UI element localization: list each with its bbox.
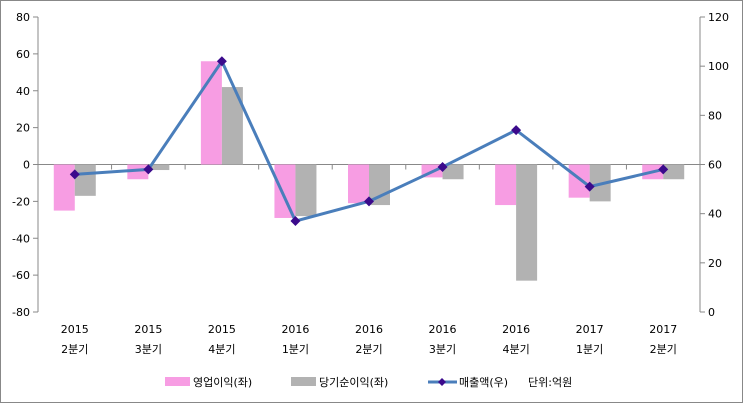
left-tick-label: -20 [12,195,30,208]
revenue-point [143,164,154,175]
revenue-point [437,161,448,172]
bar-operating-profit [495,164,517,206]
left-tick-label: 0 [23,159,30,172]
left-tick-label: 20 [16,122,30,135]
revenue-point [584,181,595,192]
category-quarter-label: 4분기 [502,343,529,356]
category-year-label: 2015 [208,323,236,336]
category-quarter-label: 1분기 [576,343,603,356]
left-tick-label: 40 [16,85,30,98]
revenue-point [658,164,669,175]
category-year-label: 2016 [355,323,383,336]
legend-label: 영업이익(좌) [193,376,252,389]
bar-operating-profit [53,164,75,211]
category-year-label: 2016 [281,323,309,336]
right-tick-label: 80 [708,109,722,122]
left-tick-label: -60 [12,269,30,282]
right-tick-label: 0 [708,306,715,319]
category-quarter-label: 2분기 [61,343,88,356]
bar-operating-profit [348,164,369,204]
left-tick-label: -80 [12,306,30,319]
category-year-label: 2017 [576,323,604,336]
legend-label: 당기순이익(좌) [319,376,388,389]
revenue-point [290,216,301,227]
bar-net-income [442,164,464,180]
left-tick-label: 80 [16,11,30,24]
bar-net-income [663,164,685,180]
category-year-label: 2017 [649,323,677,336]
category-year-label: 2015 [134,323,162,336]
legend-swatch-net-income [291,377,316,386]
category-year-label: 2015 [61,323,89,336]
legend-swatch-operating-profit [165,377,190,386]
bar-net-income [148,164,170,171]
revenue-point [511,125,522,136]
revenue-point [216,56,227,67]
left-tick-label: -40 [12,232,30,245]
category-quarter-label: 1분기 [282,343,309,356]
bar-net-income [221,87,243,165]
left-tick-label: 60 [16,48,30,61]
category-quarter-label: 2분기 [650,343,677,356]
bar-operating-profit [127,164,149,180]
bar-net-income [74,164,96,196]
legend-marker-revenue [438,378,446,386]
bar-net-income [516,164,538,281]
right-tick-label: 120 [708,11,729,24]
right-tick-label: 60 [708,159,722,172]
right-tick-label: 100 [708,60,729,73]
revenue-point [69,169,80,180]
category-quarter-label: 2분기 [355,343,382,356]
bar-net-income [295,164,317,217]
category-year-label: 2016 [429,323,457,336]
revenue-point [364,196,374,207]
right-tick-label: 40 [708,208,722,221]
unit-note: 단위:억원 [528,376,572,389]
legend-label: 매출액(우) [459,376,508,389]
category-quarter-label: 3분기 [429,343,456,356]
category-year-label: 2016 [502,323,530,336]
category-quarter-label: 3분기 [135,343,162,356]
right-tick-label: 20 [708,257,722,270]
bar-operating-profit [568,164,590,198]
bar-operating-profit [274,164,296,218]
category-quarter-label: 4분기 [208,343,235,356]
